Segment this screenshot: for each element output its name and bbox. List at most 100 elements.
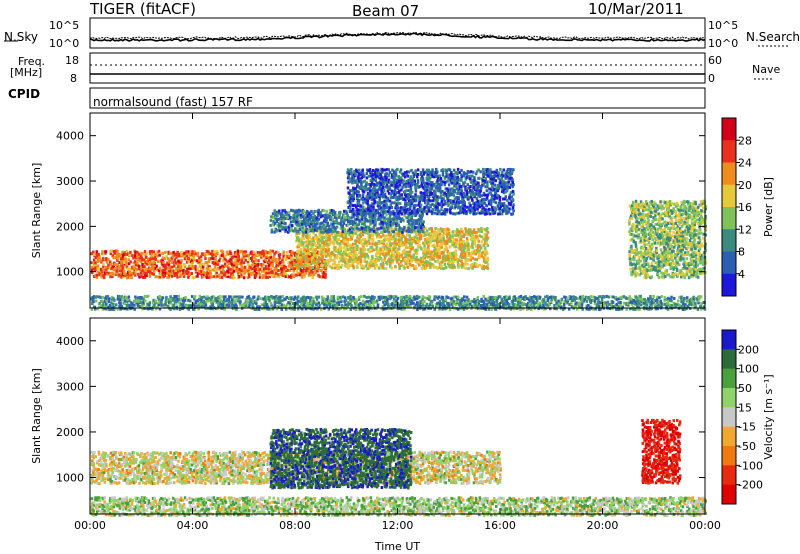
power-cell: [211, 249, 214, 253]
power-cell: [300, 274, 304, 278]
power-cell: [403, 225, 406, 229]
power-cell: [419, 234, 422, 237]
power-cell: [296, 295, 300, 299]
power-cell: [317, 243, 320, 247]
power-cell: [302, 241, 305, 245]
power-cell: [357, 208, 361, 212]
power-cell: [486, 212, 489, 216]
power-cell: [464, 185, 467, 189]
power-cell: [356, 193, 359, 197]
power-cell: [378, 183, 381, 187]
power-heatmap: [90, 167, 708, 311]
power-cell: [378, 199, 381, 203]
power-cell: [469, 193, 473, 197]
power-cell: [463, 201, 466, 205]
power-cell: [310, 209, 313, 213]
power-cell: [387, 220, 390, 223]
power-cell: [240, 249, 243, 253]
power-cell: [491, 205, 494, 209]
power-cell: [492, 212, 495, 215]
power-cell: [312, 222, 315, 226]
power-cell: [149, 267, 152, 271]
power-cell: [424, 237, 427, 241]
power-cell: [111, 275, 114, 278]
power-cell: [299, 259, 302, 263]
power-cell: [293, 219, 296, 223]
power-cell: [273, 221, 277, 225]
power-cell: [425, 248, 429, 252]
power-cell: [264, 250, 268, 254]
power-cell: [350, 245, 353, 249]
power-cell: [302, 245, 305, 249]
power-cell: [469, 263, 473, 267]
power-cell: [240, 265, 244, 269]
power-cell: [422, 241, 425, 245]
power-cell: [437, 260, 440, 264]
power-cell: [349, 216, 352, 220]
power-cell: [390, 173, 394, 177]
power-cell: [478, 229, 481, 233]
power-cell: [367, 225, 371, 229]
power-cell: [382, 189, 386, 192]
power-cell: [397, 223, 400, 227]
power-cell: [412, 219, 416, 223]
power-cell: [376, 229, 379, 233]
power-cell: [118, 261, 121, 265]
power-cell: [369, 237, 373, 241]
power-cell: [390, 253, 394, 257]
power-cell: [367, 182, 370, 186]
power-cell: [398, 183, 402, 187]
power-cell: [280, 267, 283, 271]
power-cell: [305, 262, 308, 266]
power-cell: [157, 249, 161, 253]
power-cell: [380, 226, 383, 230]
power-cell: [423, 233, 427, 237]
power-cell: [355, 239, 359, 243]
power-cell: [380, 183, 384, 187]
power-cell: [271, 273, 275, 277]
power-cell: [434, 251, 437, 255]
power-cell: [127, 258, 130, 262]
power-cell: [430, 183, 434, 187]
power-cell: [297, 238, 301, 242]
power-cell: [277, 269, 280, 272]
power-cell: [409, 175, 413, 179]
power-cell: [381, 249, 384, 253]
power-cell: [293, 214, 296, 217]
power-cell: [109, 252, 113, 256]
power-cell: [201, 274, 205, 278]
power-cell: [350, 235, 353, 239]
power-cell: [216, 266, 220, 270]
power-cell: [273, 212, 277, 216]
power-cell: [318, 250, 322, 254]
power-cell: [220, 249, 223, 253]
power-cell: [101, 295, 105, 299]
power-cell: [322, 262, 326, 266]
power-cell: [203, 252, 206, 256]
power-cell: [388, 206, 391, 210]
power-cell: [449, 207, 452, 211]
power-cell: [389, 196, 392, 200]
power-cell: [286, 211, 289, 215]
power-cell: [354, 260, 357, 263]
power-cell: [189, 260, 193, 264]
power-cell: [416, 221, 419, 225]
power-cell: [247, 263, 250, 266]
power-cell: [391, 249, 394, 253]
power-cell: [359, 235, 362, 239]
power-cell: [445, 258, 448, 262]
power-cell: [249, 298, 252, 301]
power-cell: [335, 248, 338, 252]
power-cell: [329, 218, 332, 222]
power-cell: [403, 171, 407, 175]
power-cell: [200, 272, 204, 276]
power-cell: [328, 228, 331, 231]
power-cell: [471, 266, 474, 270]
power-cell: [293, 229, 296, 233]
power-cell: [370, 182, 373, 186]
power-cell: [240, 274, 243, 278]
power-cell: [500, 171, 504, 175]
power-cell: [322, 245, 326, 249]
power-cell: [370, 177, 374, 181]
power-cell: [355, 226, 359, 230]
